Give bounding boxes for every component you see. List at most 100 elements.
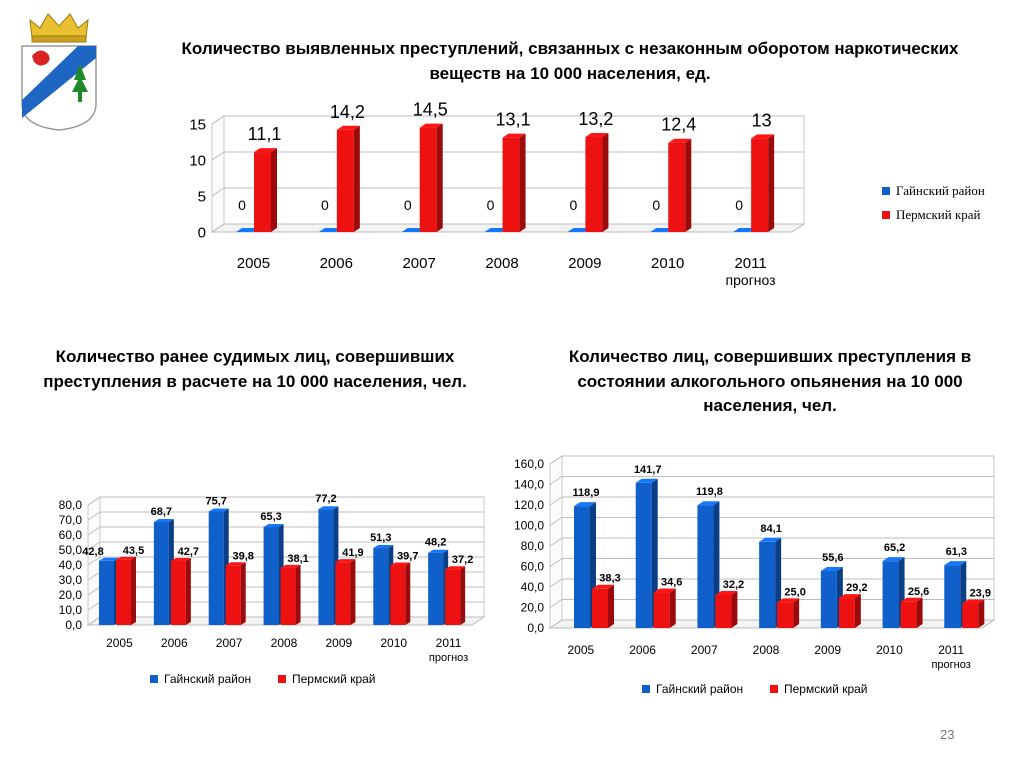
data-label: 119,8 — [696, 486, 723, 498]
bar-side — [854, 594, 861, 628]
gridline — [549, 537, 994, 547]
y-tick-label: 15 — [189, 116, 206, 133]
data-label: 14,5 — [413, 100, 448, 120]
bar-top — [838, 594, 861, 599]
legend-swatch-blue — [882, 187, 890, 195]
bar-top — [116, 556, 136, 560]
bar-top — [777, 598, 800, 603]
bar-front — [944, 565, 961, 628]
bar-top — [373, 545, 394, 549]
bar-top — [502, 133, 526, 138]
y-tick-label: 0 — [198, 224, 206, 241]
bar-side — [669, 588, 676, 628]
bar-perm — [254, 148, 277, 232]
bar-gainy — [944, 561, 967, 628]
chart2-legend-item-gainy: Гайнский район — [150, 672, 251, 686]
gridline — [549, 578, 994, 588]
chart1-legend-item-perm: Пермский край — [882, 207, 980, 223]
data-label: 13,2 — [578, 109, 613, 129]
data-label: 42,8 — [82, 546, 103, 558]
bar-front — [208, 511, 224, 625]
bar-top — [715, 590, 738, 595]
legend-swatch-red — [882, 211, 890, 219]
bar-top — [318, 228, 342, 232]
x-tick-label: 2011 — [734, 255, 766, 272]
data-label: 84,1 — [760, 523, 781, 535]
legend-swatch-blue — [642, 685, 650, 693]
bar-side — [731, 590, 738, 628]
y-tick-label: 0,0 — [527, 621, 544, 635]
data-label: 34,6 — [661, 577, 682, 589]
y-tick-label: 80,0 — [59, 498, 83, 512]
bar-top — [318, 506, 339, 510]
bar-front — [318, 509, 334, 625]
data-label: 23,9 — [970, 588, 991, 600]
legend-label: Гайнский район — [896, 183, 985, 198]
bar-side — [405, 562, 411, 625]
x-tick-label: 2009 — [814, 643, 841, 657]
bar-front — [153, 521, 169, 625]
data-label: 77,2 — [315, 493, 336, 505]
gridline — [211, 223, 804, 233]
data-label: 75,7 — [206, 495, 227, 507]
bar-top — [484, 228, 508, 232]
bar-perm — [962, 599, 985, 628]
x-tick-label: 2007 — [216, 636, 243, 650]
data-label: 0 — [735, 197, 743, 213]
legend-label: Пермский край — [896, 207, 981, 222]
bar-top — [153, 518, 174, 522]
bar-front — [99, 560, 114, 625]
bar-top — [944, 561, 967, 566]
data-label: 11,1 — [248, 124, 282, 144]
x-tick-label: 2007 — [691, 643, 718, 657]
legend-label: Пермский край — [292, 672, 376, 686]
bar-gainy — [236, 228, 259, 232]
legend-label: Гайнский район — [656, 682, 744, 696]
data-label: 25,0 — [784, 586, 805, 598]
bar-perm — [502, 133, 526, 232]
bar-top — [336, 125, 360, 130]
data-label: 39,8 — [233, 550, 254, 562]
y-tick-label: 70,0 — [59, 513, 83, 527]
bar-top — [962, 599, 985, 604]
data-label: 51,3 — [370, 532, 391, 544]
x-tick-label: 2010 — [876, 643, 903, 657]
bar-side — [978, 599, 985, 628]
bar-front — [170, 560, 186, 625]
data-label: 39,7 — [397, 550, 418, 562]
bar-front — [900, 601, 917, 628]
bar-front — [838, 598, 855, 628]
x-tick-label: 2007 — [402, 255, 435, 272]
data-label: 0 — [570, 197, 578, 213]
bar-front — [116, 559, 131, 625]
bar-top — [751, 134, 775, 139]
data-label: 13,1 — [496, 110, 531, 130]
bar-front — [280, 567, 296, 625]
legend-label: Гайнский район — [164, 672, 252, 686]
bar-front — [715, 594, 732, 628]
gridline — [549, 496, 994, 506]
bar-side — [185, 557, 191, 625]
bar-front — [335, 562, 351, 625]
bar-perm — [585, 132, 609, 232]
side-wall — [211, 115, 225, 233]
x-tick-label: 2009 — [568, 255, 601, 272]
bar-perm — [280, 564, 301, 625]
x-tick-label: 2011 — [938, 643, 964, 657]
data-label: 0 — [321, 197, 329, 213]
bar-perm — [390, 562, 411, 625]
data-label: 37,2 — [452, 554, 473, 566]
x-tick-label: 2008 — [271, 636, 298, 650]
y-tick-label: 30,0 — [59, 573, 83, 587]
bar-side — [295, 564, 301, 625]
bar-side — [350, 559, 356, 625]
x-tick-sublabel: прогноз — [726, 272, 776, 288]
bar-top — [99, 557, 119, 561]
x-tick-label: 2006 — [320, 255, 353, 272]
page-number: 23 — [940, 727, 955, 742]
bar-gainy — [401, 228, 425, 232]
bar-side — [608, 584, 614, 628]
bar-top — [280, 564, 301, 568]
bar-front — [373, 548, 389, 625]
gridline — [549, 455, 994, 465]
